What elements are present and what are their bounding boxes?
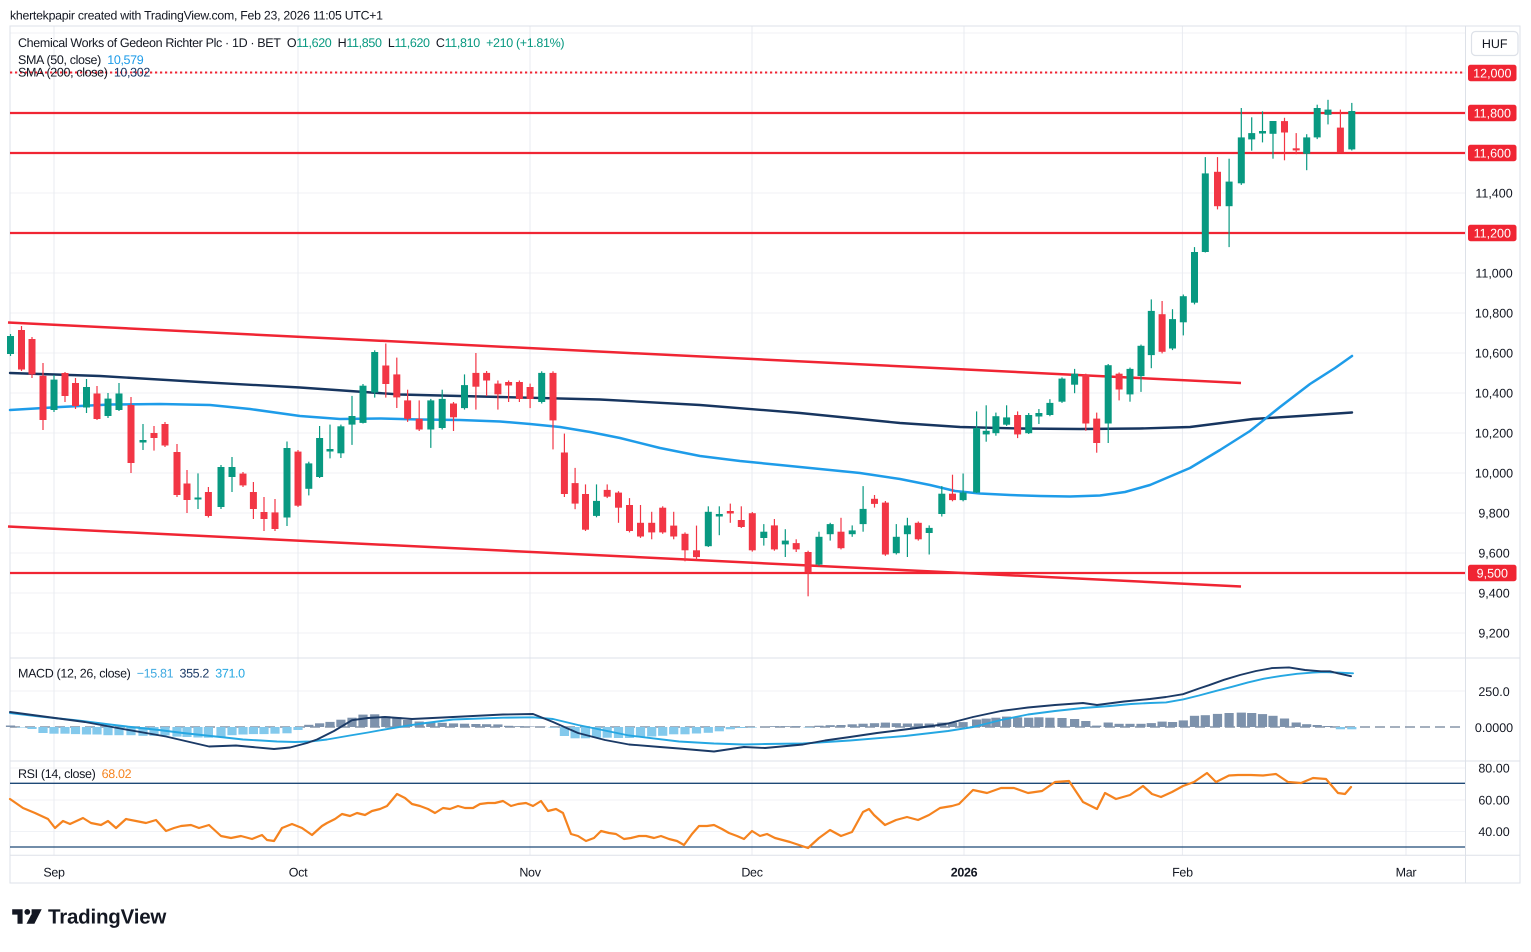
svg-text:11,000: 11,000 — [1475, 266, 1512, 280]
svg-text:Oct: Oct — [289, 866, 308, 880]
svg-text:10,000: 10,000 — [1475, 466, 1513, 480]
svg-text:10,800: 10,800 — [1475, 306, 1513, 320]
svg-text:11,800: 11,800 — [1474, 106, 1511, 120]
svg-text:Sep: Sep — [43, 866, 65, 880]
svg-text:SMA (200, close) 10,302: SMA (200, close) 10,302 — [18, 66, 150, 80]
svg-text:40.00: 40.00 — [1478, 825, 1509, 839]
svg-text:Dec: Dec — [741, 866, 762, 880]
svg-text:11,400: 11,400 — [1475, 186, 1512, 200]
svg-text:MACD (12, 26, close) −15.81: MACD (12, 26, close) −15.81 355.2 371.0 — [18, 667, 245, 681]
svg-text:9,200: 9,200 — [1478, 626, 1509, 640]
svg-text:HUF: HUF — [1482, 37, 1508, 51]
svg-text:10,400: 10,400 — [1475, 386, 1513, 400]
svg-text:12,000: 12,000 — [1473, 66, 1511, 80]
svg-text:Mar: Mar — [1396, 866, 1417, 880]
svg-text:10,600: 10,600 — [1475, 346, 1513, 360]
svg-text:Feb: Feb — [1172, 866, 1193, 880]
svg-text:80.00: 80.00 — [1478, 761, 1509, 775]
svg-text:9,400: 9,400 — [1478, 586, 1509, 600]
svg-text:9,500: 9,500 — [1477, 566, 1508, 580]
svg-text:10,200: 10,200 — [1475, 426, 1513, 440]
svg-text:9,600: 9,600 — [1478, 546, 1509, 560]
svg-text:TradingView: TradingView — [48, 906, 166, 929]
svg-text:250.0: 250.0 — [1478, 685, 1509, 699]
svg-text:0.0000: 0.0000 — [1475, 721, 1513, 735]
svg-text:Nov: Nov — [519, 866, 541, 880]
svg-text:khertekpapir created with Trad: khertekpapir created with TradingView.co… — [10, 9, 383, 23]
svg-text:11,600: 11,600 — [1474, 146, 1511, 160]
svg-text:11,200: 11,200 — [1474, 226, 1511, 240]
svg-text:9,800: 9,800 — [1478, 506, 1509, 520]
svg-text:60.00: 60.00 — [1478, 793, 1509, 807]
svg-text:RSI (14, close) 68.02: RSI (14, close) 68.02 — [18, 767, 132, 781]
svg-text:2026: 2026 — [951, 866, 978, 880]
svg-text:Chemical Works of Gedeon Richt: Chemical Works of Gedeon Richter Plc · 1… — [18, 36, 564, 50]
